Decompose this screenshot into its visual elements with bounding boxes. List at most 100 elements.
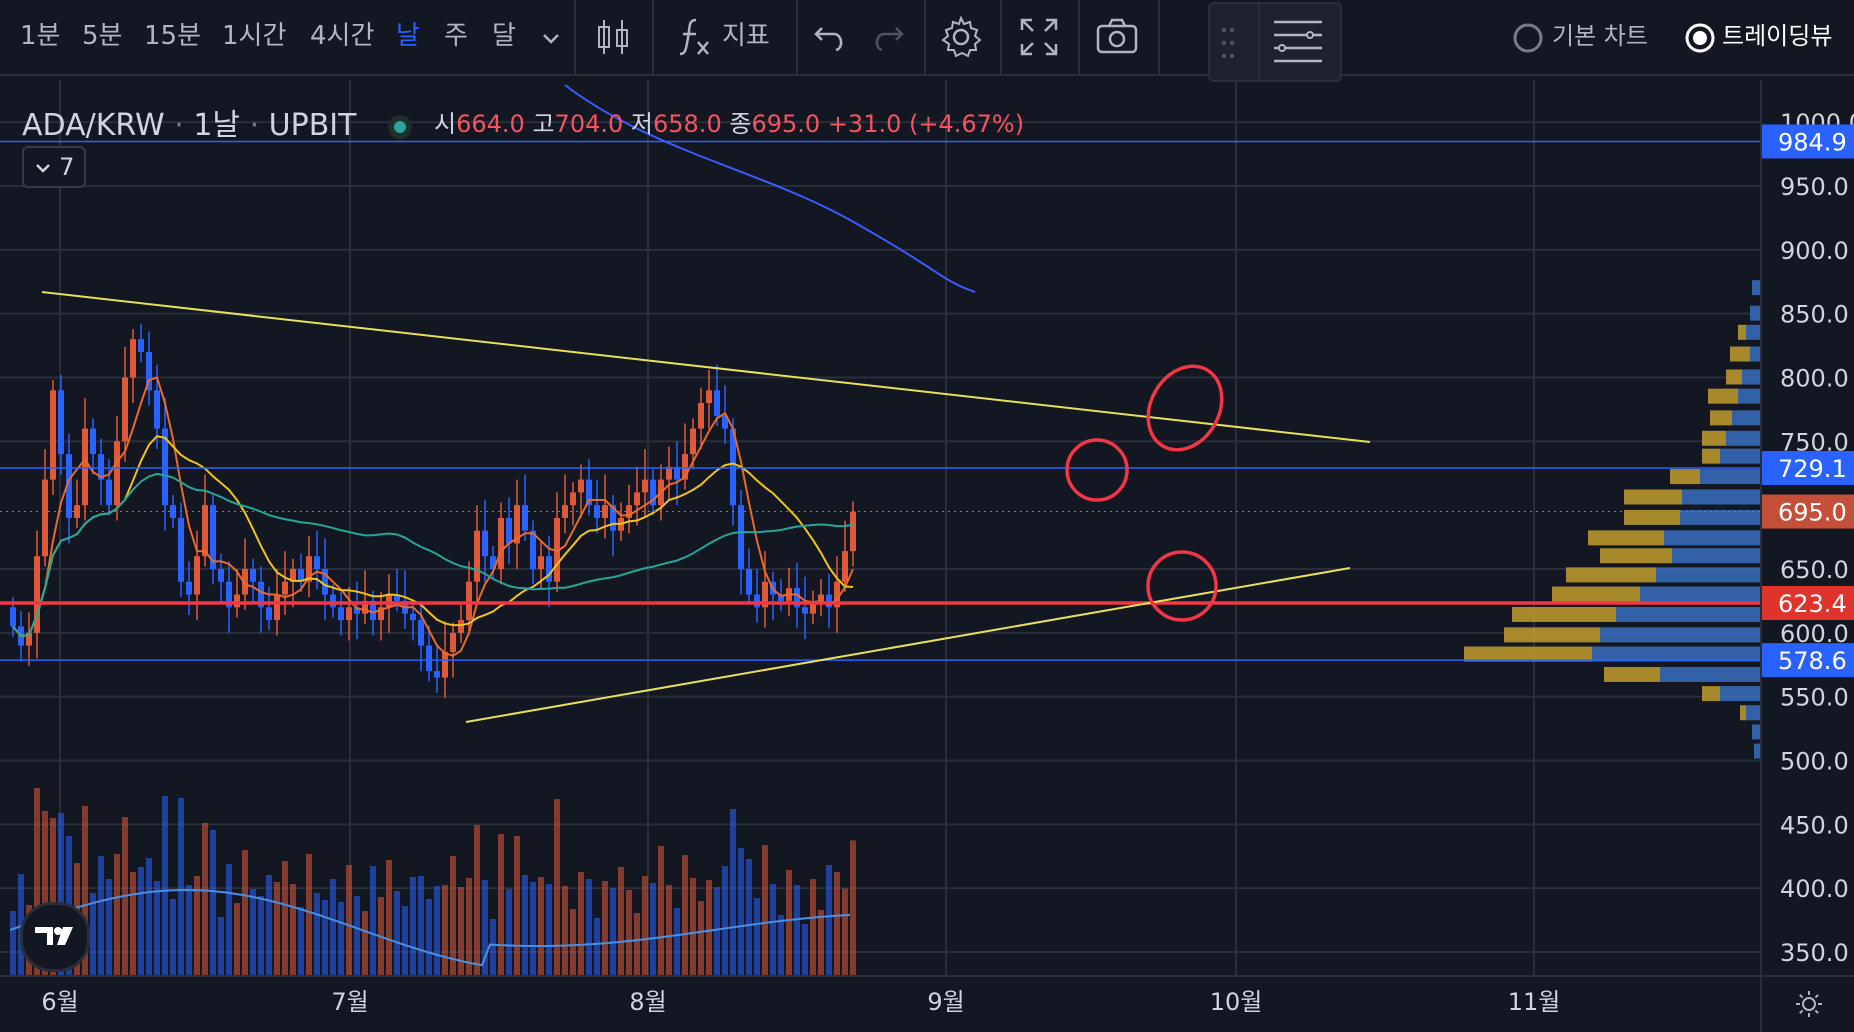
volume-bar xyxy=(90,893,96,975)
toolbar-divider xyxy=(574,0,576,74)
indicators-label[interactable]: 지표 xyxy=(722,21,770,51)
candle-body xyxy=(850,511,856,552)
candle-body xyxy=(330,594,336,608)
symbol-legend: ADA/KRW · 1날 · UPBIT xyxy=(22,100,412,144)
symbol-name[interactable]: ADA/KRW xyxy=(22,108,165,143)
chevron-down-icon xyxy=(35,164,50,173)
redo-icon[interactable] xyxy=(864,14,910,60)
ma-line-mid xyxy=(12,435,854,638)
volume-bar xyxy=(146,858,152,975)
fullscreen-icon[interactable] xyxy=(1016,14,1062,60)
candle-body xyxy=(218,569,224,582)
candle-body xyxy=(202,505,208,557)
price-tick-label: 550.0 xyxy=(1780,684,1849,712)
price-tick-label: 900.0 xyxy=(1780,237,1849,265)
volume-bar xyxy=(106,879,112,975)
fx-icon[interactable] xyxy=(672,14,718,60)
annotation-circle[interactable] xyxy=(1134,353,1237,463)
candle-body xyxy=(586,479,592,506)
candle-body xyxy=(626,505,632,518)
camera-icon[interactable] xyxy=(1094,14,1140,60)
volume-bar xyxy=(154,881,160,975)
volume-profile-bar xyxy=(1682,489,1760,505)
volume-profile-bar xyxy=(1604,666,1660,682)
market-status-icon[interactable] xyxy=(388,114,412,139)
interval-1h[interactable]: 1시간 xyxy=(222,21,287,51)
interval-5m[interactable]: 5분 xyxy=(82,21,123,51)
candle-body xyxy=(418,620,424,646)
tradingview-option[interactable]: 트레이딩뷰 xyxy=(1722,22,1833,50)
candle-body xyxy=(690,428,696,455)
candle-body xyxy=(426,645,432,672)
candle-body xyxy=(490,556,496,569)
volume-profile-bar xyxy=(1600,627,1760,643)
candle-body xyxy=(26,632,32,646)
indicator-count: 7 xyxy=(59,153,75,181)
toolbar-divider xyxy=(1158,0,1160,74)
annotation-circle[interactable] xyxy=(1146,550,1218,622)
layout-menu[interactable] xyxy=(1208,2,1342,82)
toolbar-divider xyxy=(1258,4,1260,80)
volume-bar xyxy=(674,908,680,975)
price-tick-label: 450.0 xyxy=(1780,811,1849,839)
volume-bar xyxy=(658,846,664,975)
candle-body xyxy=(642,479,648,493)
chevron-down-icon[interactable] xyxy=(536,24,566,54)
candle-body xyxy=(82,428,88,506)
undo-icon[interactable] xyxy=(808,14,854,60)
top-toolbar: 1분 5분 15분 1시간 4시간 날 주 달 지표 xyxy=(0,0,1854,82)
close-label: 종 xyxy=(729,110,752,138)
annotation-circle[interactable] xyxy=(1065,438,1129,502)
volume-bar xyxy=(426,899,432,975)
radio-unselected-icon[interactable] xyxy=(1512,22,1544,54)
candle-body xyxy=(570,492,576,506)
change-value: +31.0 (+4.67%) xyxy=(827,110,1025,138)
basic-chart-option[interactable]: 기본 차트 xyxy=(1552,22,1648,50)
indicators-collapse-button[interactable]: 7 xyxy=(22,146,86,188)
interval-day[interactable]: 날 xyxy=(396,21,420,51)
volume-bar xyxy=(338,902,344,975)
candles-icon[interactable] xyxy=(590,14,636,60)
volume-bar xyxy=(210,830,216,975)
interval-1m[interactable]: 1분 xyxy=(20,21,61,51)
volume-bar xyxy=(698,901,704,975)
candle-body xyxy=(34,556,40,633)
toolbar-divider xyxy=(1000,0,1002,74)
candle-body xyxy=(298,569,304,582)
trendline-support[interactable] xyxy=(465,567,1351,723)
volume-profile-bar xyxy=(1616,606,1760,622)
interval-15m[interactable]: 15분 xyxy=(144,21,202,51)
volume-profile-bar xyxy=(1566,567,1656,583)
price-tick-label: 800.0 xyxy=(1780,365,1849,393)
volume-bar xyxy=(354,896,360,975)
volume-bar xyxy=(362,911,368,975)
radio-selected-icon[interactable] xyxy=(1684,22,1716,54)
interval-month[interactable]: 달 xyxy=(492,21,516,51)
volume-bar xyxy=(250,889,256,975)
volume-profile-bar xyxy=(1752,280,1760,296)
toolbar-divider xyxy=(652,0,654,74)
low-value: 658.0 xyxy=(653,110,722,138)
volume-profile-bar xyxy=(1464,646,1592,662)
interval-4h[interactable]: 4시간 xyxy=(310,21,375,51)
layout-icon[interactable] xyxy=(1270,18,1326,66)
interval-week[interactable]: 주 xyxy=(444,21,468,51)
symbol-exchange: UPBIT xyxy=(268,108,357,143)
tradingview-logo[interactable] xyxy=(20,902,90,972)
volume-bar xyxy=(586,879,592,975)
time-tick-label: 8월 xyxy=(629,988,666,1016)
volume-bar xyxy=(178,798,184,975)
price-tick-label: 950.0 xyxy=(1780,173,1849,201)
candle-body xyxy=(474,530,480,582)
settings-icon[interactable] xyxy=(1794,989,1824,1019)
volume-profile-bar xyxy=(1740,705,1746,721)
gear-icon[interactable] xyxy=(938,14,984,60)
candle-body xyxy=(170,505,176,518)
candle-body xyxy=(58,390,64,455)
volume-bar xyxy=(746,859,752,975)
drag-handle-icon[interactable] xyxy=(1220,26,1236,60)
toolbar-divider xyxy=(924,0,926,74)
candle-body xyxy=(458,620,464,633)
candle-body xyxy=(634,492,640,506)
